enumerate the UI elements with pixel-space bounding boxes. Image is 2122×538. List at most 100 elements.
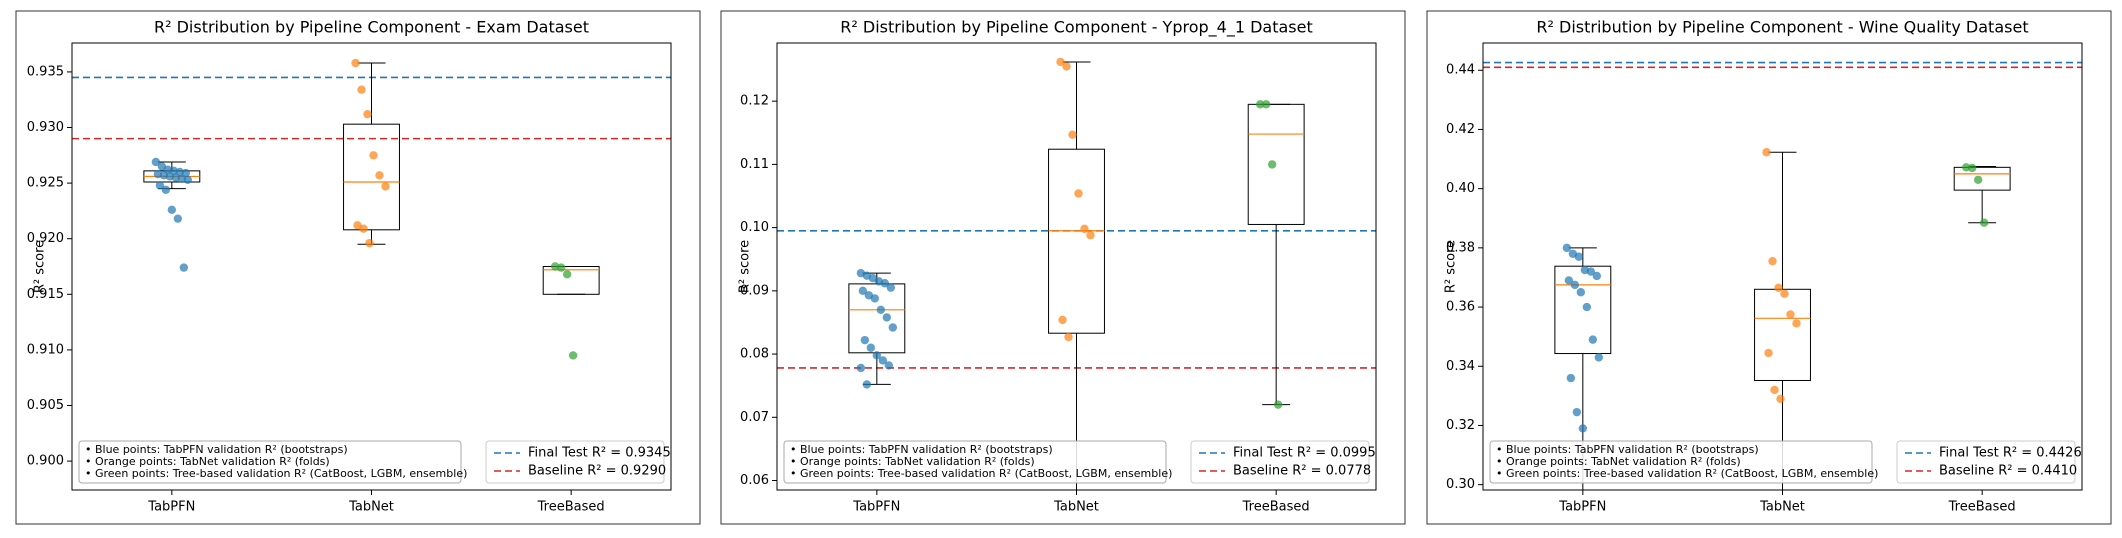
chart-title: R² Distribution by Pipeline Component - …: [840, 18, 1313, 38]
data-point: [878, 356, 888, 365]
data-point: [1967, 163, 1977, 173]
y-tick-label: 0.12: [740, 94, 769, 109]
data-point: [1576, 288, 1586, 297]
data-point: [1592, 271, 1602, 281]
data-point: [1562, 243, 1572, 253]
data-point: [568, 351, 578, 360]
legend-box: [1190, 440, 1370, 484]
box: [1953, 166, 2011, 191]
note: • Orange points: TabNet validation R² (f…: [85, 455, 330, 468]
data-point: [884, 361, 894, 370]
note: • Green points: Tree-based validation R²…: [85, 467, 467, 480]
data-point: [1261, 100, 1271, 109]
note: • Blue points: TabPFN validation R² (boo…: [1496, 443, 1759, 456]
data-point: [1770, 385, 1779, 395]
data-point: [886, 283, 896, 292]
y-tick-label: 0.38: [1446, 240, 1475, 255]
box: [1754, 288, 1811, 381]
data-point: [1267, 160, 1277, 169]
data-point: [1572, 407, 1582, 417]
y-tick-label: 0.920: [27, 231, 64, 246]
data-point: [1086, 231, 1095, 240]
note: • Orange points: TabNet validation R² (f…: [1496, 455, 1741, 468]
x-tick-label: TreeBased: [1242, 500, 1310, 515]
data-point: [375, 171, 384, 180]
x-tick-label: TreeBased: [1948, 500, 2016, 515]
x-tick-label: TreeBased: [537, 500, 605, 515]
box: [542, 266, 600, 295]
data-point: [357, 85, 366, 94]
y-tick-label: 0.905: [27, 398, 64, 413]
axes-frame: [776, 42, 1377, 491]
data-point: [872, 351, 882, 360]
y-tick-label: 0.32: [1446, 418, 1475, 433]
y-tick-label: 0.925: [27, 176, 64, 191]
x-tick-label: TabPFN: [852, 500, 900, 515]
y-tick-label: 0.07: [740, 410, 769, 425]
y-tick-label: 0.10: [740, 220, 769, 235]
data-point: [882, 313, 892, 322]
y-tick-label: 0.930: [27, 120, 64, 135]
x-tick-label: TabNet: [1759, 500, 1805, 515]
y-tick-label: 0.11: [740, 157, 769, 172]
data-point: [1255, 100, 1265, 109]
data-point: [161, 185, 171, 194]
y-tick-label: 0.44: [1446, 63, 1475, 78]
data-point: [1080, 224, 1089, 234]
box: [343, 123, 400, 231]
x-tick-label: TabPFN: [1558, 500, 1606, 515]
legend-label: Final Test R² = 0.4426: [1939, 446, 2082, 461]
y-tick-label: 0.935: [27, 64, 64, 79]
data-point: [1764, 348, 1773, 358]
data-point: [365, 238, 374, 248]
note: • Blue points: TabPFN validation R² (boo…: [85, 443, 348, 456]
legend-label: Final Test R² = 0.0995: [1233, 446, 1376, 461]
data-point: [860, 335, 870, 345]
data-point: [1074, 189, 1083, 198]
data-point: [866, 343, 876, 352]
y-axis-label: R² score: [33, 240, 48, 293]
chart-title: R² Distribution by Pipeline Component - …: [1536, 18, 2028, 37]
legend-label: Baseline R² = 0.4410: [1939, 464, 2077, 479]
data-point: [183, 175, 193, 184]
data-point: [155, 181, 165, 190]
data-point: [1786, 310, 1795, 319]
data-point: [1570, 280, 1580, 290]
data-point: [562, 270, 572, 279]
notes-box: [783, 440, 1167, 484]
data-point: [1068, 130, 1077, 139]
data-point: [369, 151, 378, 160]
data-point: [1564, 276, 1574, 285]
data-point: [1792, 319, 1801, 328]
data-point: [1566, 373, 1576, 383]
y-tick-label: 0.42: [1446, 122, 1475, 137]
data-point: [1056, 57, 1065, 67]
data-point: [1574, 252, 1584, 261]
note: • Orange points: TabNet validation R² (f…: [790, 455, 1035, 468]
legend-label: Baseline R² = 0.9290: [528, 464, 666, 479]
data-point: [1594, 353, 1604, 362]
panel-frame: [15, 10, 701, 525]
legend-box: [485, 440, 665, 484]
x-tick-label: TabPFN: [147, 500, 195, 515]
data-point: [151, 157, 161, 167]
y-tick-label: 0.34: [1446, 359, 1475, 374]
data-point: [359, 224, 368, 233]
data-point: [1058, 315, 1067, 325]
y-tick-label: 0.40: [1446, 181, 1475, 196]
data-point: [381, 182, 390, 191]
y-tick-label: 0.09: [740, 283, 769, 298]
note: • Blue points: TabPFN validation R² (boo…: [790, 443, 1053, 456]
data-point: [1979, 218, 1989, 227]
data-point: [1973, 175, 1983, 184]
y-tick-label: 0.915: [27, 287, 64, 302]
data-point: [888, 323, 898, 332]
data-point: [179, 263, 189, 272]
box: [848, 283, 906, 354]
plot-area: [1483, 61, 2082, 490]
box: [1247, 103, 1305, 225]
plot-area: [72, 58, 671, 360]
data-point: [1273, 400, 1283, 409]
data-point: [556, 263, 566, 272]
